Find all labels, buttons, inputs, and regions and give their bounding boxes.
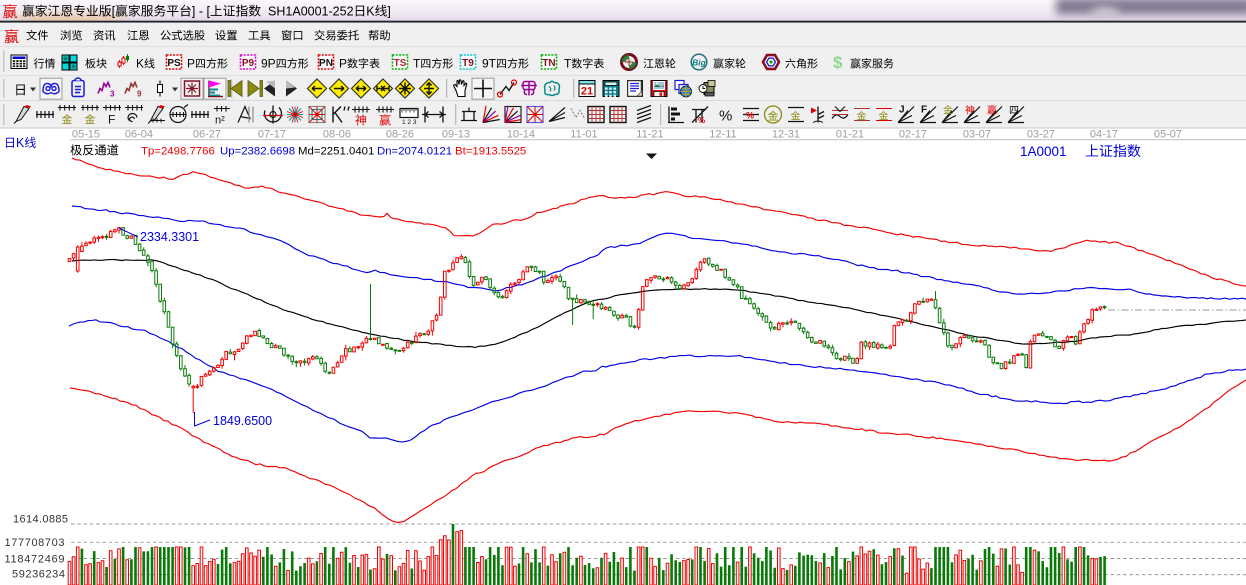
svg-text:9: 9 — [137, 90, 142, 99]
svg-text:9T: 9T — [482, 57, 497, 71]
svg-text:%: % — [698, 116, 705, 125]
svg-text:K: K — [366, 5, 375, 19]
svg-text:Bt=1913.5525: Bt=1913.5525 — [455, 146, 526, 158]
svg-text:P9: P9 — [242, 58, 255, 69]
svg-text:05-07: 05-07 — [1154, 129, 1182, 141]
svg-text:P: P — [187, 57, 195, 71]
svg-text:07-17: 07-17 — [258, 129, 286, 141]
svg-text:12-11: 12-11 — [709, 129, 736, 141]
svg-text:PN: PN — [319, 58, 333, 69]
svg-text:%: % — [746, 111, 754, 121]
svg-text:Big: Big — [692, 58, 707, 68]
svg-text:1614.0885: 1614.0885 — [13, 514, 68, 526]
svg-text:12-31: 12-31 — [772, 129, 800, 141]
svg-text:3: 3 — [110, 90, 115, 99]
svg-text:05-15: 05-15 — [72, 129, 100, 141]
svg-text:21: 21 — [581, 86, 593, 98]
svg-text:1849.6500: 1849.6500 — [213, 414, 272, 428]
svg-text:Tp=2498.7766: Tp=2498.7766 — [141, 146, 215, 158]
svg-text:9P: 9P — [261, 57, 276, 71]
svg-text:F: F — [108, 113, 115, 127]
svg-text:11-21: 11-21 — [636, 129, 663, 141]
svg-text:04-17: 04-17 — [1090, 129, 1118, 141]
svg-text:177708703: 177708703 — [5, 537, 65, 549]
svg-text:1A0001: 1A0001 — [1020, 144, 1067, 159]
svg-text:Dn=2074.0121: Dn=2074.0121 — [377, 146, 452, 158]
svg-text:TS: TS — [394, 58, 407, 69]
svg-text:$: $ — [833, 53, 843, 72]
svg-text:T: T — [564, 57, 572, 71]
svg-text:10-14: 10-14 — [507, 129, 535, 141]
svg-text:PS: PS — [167, 58, 181, 69]
svg-text:03-27: 03-27 — [1027, 129, 1055, 141]
svg-text:118472469: 118472469 — [5, 554, 65, 566]
svg-text:08-06: 08-06 — [323, 129, 351, 141]
svg-text:T: T — [413, 57, 421, 71]
svg-text:K: K — [16, 136, 25, 150]
svg-text:J: J — [899, 105, 905, 116]
svg-text:59236234: 59236234 — [12, 569, 65, 581]
svg-text:09-13: 09-13 — [442, 129, 470, 141]
svg-text:11-01: 11-01 — [570, 129, 597, 141]
svg-text:03-07: 03-07 — [963, 129, 991, 141]
svg-text:F: F — [921, 105, 927, 116]
svg-text:P: P — [339, 57, 347, 71]
svg-text:] - [: ] - [ — [192, 5, 211, 19]
svg-text:02-17: 02-17 — [899, 129, 927, 141]
svg-text:K: K — [136, 57, 144, 71]
svg-text:T9: T9 — [462, 58, 474, 69]
svg-text:n²: n² — [215, 115, 225, 127]
svg-text:Up=2382.6698: Up=2382.6698 — [220, 146, 295, 158]
svg-text:06-04: 06-04 — [125, 129, 153, 141]
svg-text:[: [ — [112, 5, 116, 19]
svg-text:Md=2251.0401: Md=2251.0401 — [298, 146, 374, 158]
svg-text:SH1A0001-252: SH1A0001-252 — [261, 5, 353, 19]
svg-text:TN: TN — [542, 58, 555, 69]
svg-text:%: % — [719, 108, 732, 125]
svg-text:08-26: 08-26 — [386, 129, 414, 141]
svg-text:2334.3301: 2334.3301 — [140, 230, 199, 244]
svg-text:1 2 3: 1 2 3 — [402, 119, 417, 126]
svg-text:01-21: 01-21 — [836, 129, 864, 141]
svg-text:]: ] — [387, 5, 390, 19]
svg-text:06-27: 06-27 — [193, 129, 221, 141]
